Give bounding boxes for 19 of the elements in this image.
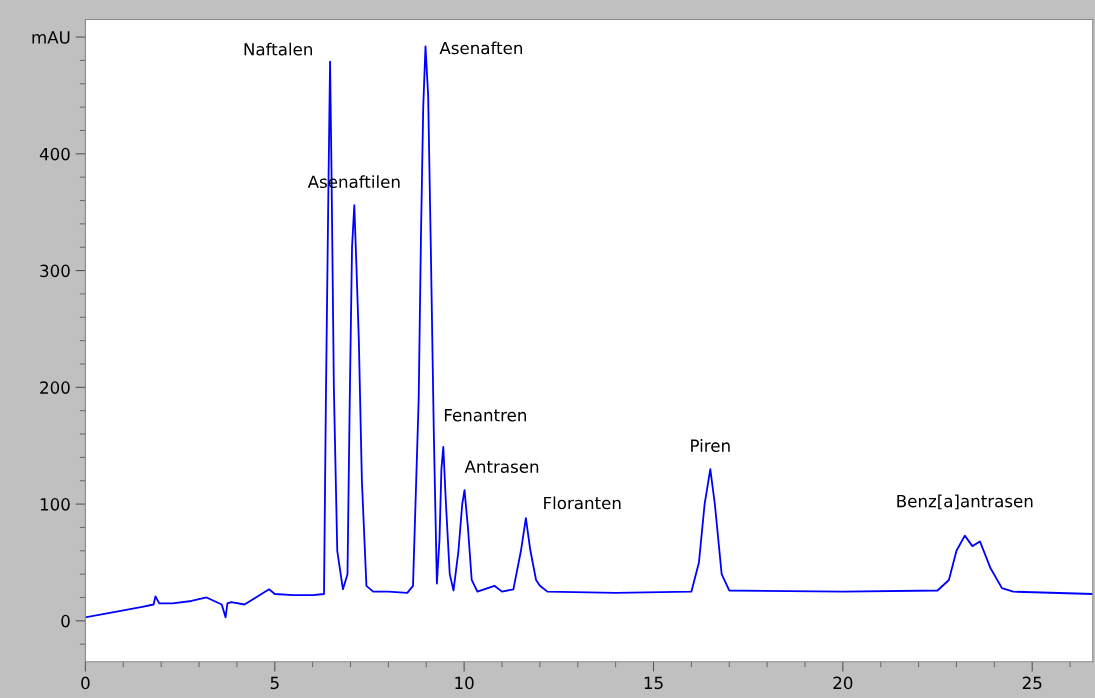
- annotation: Asenaften: [439, 41, 523, 55]
- y-tick-label: 200: [40, 381, 70, 394]
- x-tick-label: 10: [455, 676, 474, 690]
- x-tick-label: 15: [644, 676, 663, 690]
- x-tick-label: 5: [270, 676, 279, 690]
- y-tick-label: mAU: [32, 31, 70, 44]
- annotation: Floranten: [544, 496, 621, 510]
- y-tick-label: 100: [40, 498, 70, 511]
- x-tick-label: 0: [81, 676, 90, 690]
- annotation: Piren: [691, 439, 730, 452]
- y-tick-label: 300: [40, 264, 70, 278]
- annotation: Antrasen: [464, 460, 539, 473]
- y-tick-label: 0: [61, 614, 70, 628]
- y-tick-label: 400: [39, 147, 70, 161]
- annotation: Fenantren: [444, 409, 526, 422]
- annotation: Naftalen: [244, 42, 312, 56]
- annotation: Benz[a]antrasen: [897, 494, 1033, 510]
- x-tick-label: 25: [1022, 676, 1042, 690]
- x-tick-label: 20: [833, 676, 853, 690]
